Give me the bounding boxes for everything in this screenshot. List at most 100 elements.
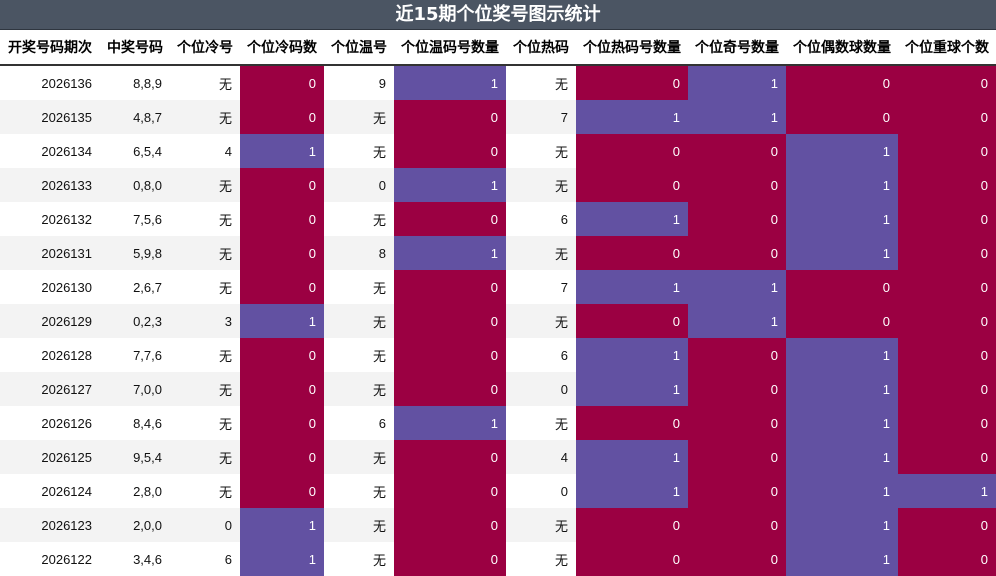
- table-cell: 无: [170, 474, 240, 508]
- table-cell: 0: [576, 134, 688, 168]
- table-cell: 1: [576, 100, 688, 134]
- table-cell: 7,0,0: [100, 372, 170, 406]
- table-cell: 0: [576, 65, 688, 100]
- table-cell: 0: [394, 100, 506, 134]
- table-cell: 无: [324, 202, 394, 236]
- table-cell: 0: [898, 236, 996, 270]
- table-cell: 无: [506, 168, 576, 202]
- table-cell: 3: [170, 304, 240, 338]
- table-cell: 1: [688, 100, 786, 134]
- table-cell: 6,5,4: [100, 134, 170, 168]
- table-cell: 0: [898, 100, 996, 134]
- table-cell: 3,4,6: [100, 542, 170, 576]
- table-cell: 0: [898, 134, 996, 168]
- table-cell: 0: [394, 508, 506, 542]
- table-cell: 1: [688, 304, 786, 338]
- table-cell: 0: [576, 236, 688, 270]
- table-cell: 2026134: [0, 134, 100, 168]
- table-cell: 0: [688, 168, 786, 202]
- table-cell: 1: [394, 406, 506, 440]
- table-cell: 1: [394, 236, 506, 270]
- table-cell: 7: [506, 100, 576, 134]
- table-cell: 0: [506, 474, 576, 508]
- table-cell: 6: [506, 338, 576, 372]
- table-cell: 2026131: [0, 236, 100, 270]
- table-cell: 无: [170, 65, 240, 100]
- table-cell: 4: [170, 134, 240, 168]
- table-cell: 8,4,6: [100, 406, 170, 440]
- table-cell: 0: [898, 372, 996, 406]
- table-cell: 2,6,7: [100, 270, 170, 304]
- table-cell: 0: [240, 372, 324, 406]
- table-row: 2026136 8,8,9 无 0 9 1 无 0 1 0 0: [0, 65, 996, 100]
- table-row: 2026123 2,0,0 0 1 无 0 无 0 0 1 0: [0, 508, 996, 542]
- table-cell: 2026128: [0, 338, 100, 372]
- table-cell: 1: [576, 338, 688, 372]
- table-cell: 1: [576, 372, 688, 406]
- table-cell: 1: [786, 168, 898, 202]
- table-cell: 0: [394, 134, 506, 168]
- table-cell: 1: [786, 440, 898, 474]
- table-cell: 2026136: [0, 65, 100, 100]
- table-cell: 0: [170, 508, 240, 542]
- table-cell: 2026126: [0, 406, 100, 440]
- table-cell: 0: [688, 508, 786, 542]
- table-cell: 0: [394, 304, 506, 338]
- table-cell: 1: [786, 508, 898, 542]
- table-cell: 0: [240, 406, 324, 440]
- table-cell: 0: [576, 542, 688, 576]
- table-cell: 1: [240, 508, 324, 542]
- table-cell: 4: [506, 440, 576, 474]
- table-cell: 0: [786, 270, 898, 304]
- table-cell: 0: [688, 236, 786, 270]
- table-cell: 无: [170, 406, 240, 440]
- table-row: 2026129 0,2,3 3 1 无 0 无 0 1 0 0: [0, 304, 996, 338]
- table-row: 2026132 7,5,6 无 0 无 0 6 1 0 1 0: [0, 202, 996, 236]
- table-cell: 无: [324, 270, 394, 304]
- table-cell: 2026122: [0, 542, 100, 576]
- table-cell: 0: [240, 100, 324, 134]
- table-cell: 1: [786, 406, 898, 440]
- table-cell: 无: [170, 440, 240, 474]
- table-body: 2026136 8,8,9 无 0 9 1 无 0 1 0 0 2026135 4,8,7 无 0 无 0 7 1 1…: [0, 65, 996, 576]
- table-cell: 1: [786, 202, 898, 236]
- table-cell: 1: [786, 338, 898, 372]
- table-cell: 无: [506, 304, 576, 338]
- table-cell: 0: [240, 270, 324, 304]
- table-cell: 无: [324, 508, 394, 542]
- table-cell: 0: [576, 406, 688, 440]
- table-cell: 1: [394, 168, 506, 202]
- table-cell: 1: [898, 474, 996, 508]
- table-cell: 0: [786, 304, 898, 338]
- column-header: 个位奇号数量: [688, 30, 786, 66]
- table-cell: 1: [576, 440, 688, 474]
- table-cell: 无: [506, 542, 576, 576]
- table-cell: 无: [506, 134, 576, 168]
- table-cell: 1: [786, 474, 898, 508]
- table-cell: 无: [506, 406, 576, 440]
- table-cell: 2026132: [0, 202, 100, 236]
- table-row: 2026128 7,7,6 无 0 无 0 6 1 0 1 0: [0, 338, 996, 372]
- column-header: 个位热码号数量: [576, 30, 688, 66]
- table-cell: 0: [786, 65, 898, 100]
- table-cell: 0: [898, 168, 996, 202]
- table-cell: 2,0,0: [100, 508, 170, 542]
- table-cell: 无: [506, 236, 576, 270]
- table-row: 2026134 6,5,4 4 1 无 0 无 0 0 1 0: [0, 134, 996, 168]
- table-cell: 0: [688, 542, 786, 576]
- table-cell: 1: [688, 65, 786, 100]
- column-header: 个位重球个数: [898, 30, 996, 66]
- table-cell: 0: [394, 474, 506, 508]
- table-cell: 1: [394, 65, 506, 100]
- table-cell: 0: [240, 338, 324, 372]
- table-cell: 0: [240, 168, 324, 202]
- table-cell: 无: [170, 270, 240, 304]
- table-cell: 0: [688, 338, 786, 372]
- column-header: 个位温码号数量: [394, 30, 506, 66]
- table-cell: 0: [394, 372, 506, 406]
- table-cell: 8: [324, 236, 394, 270]
- table-cell: 无: [170, 236, 240, 270]
- table-cell: 1: [240, 134, 324, 168]
- table-cell: 无: [324, 474, 394, 508]
- table-row: 2026130 2,6,7 无 0 无 0 7 1 1 0 0: [0, 270, 996, 304]
